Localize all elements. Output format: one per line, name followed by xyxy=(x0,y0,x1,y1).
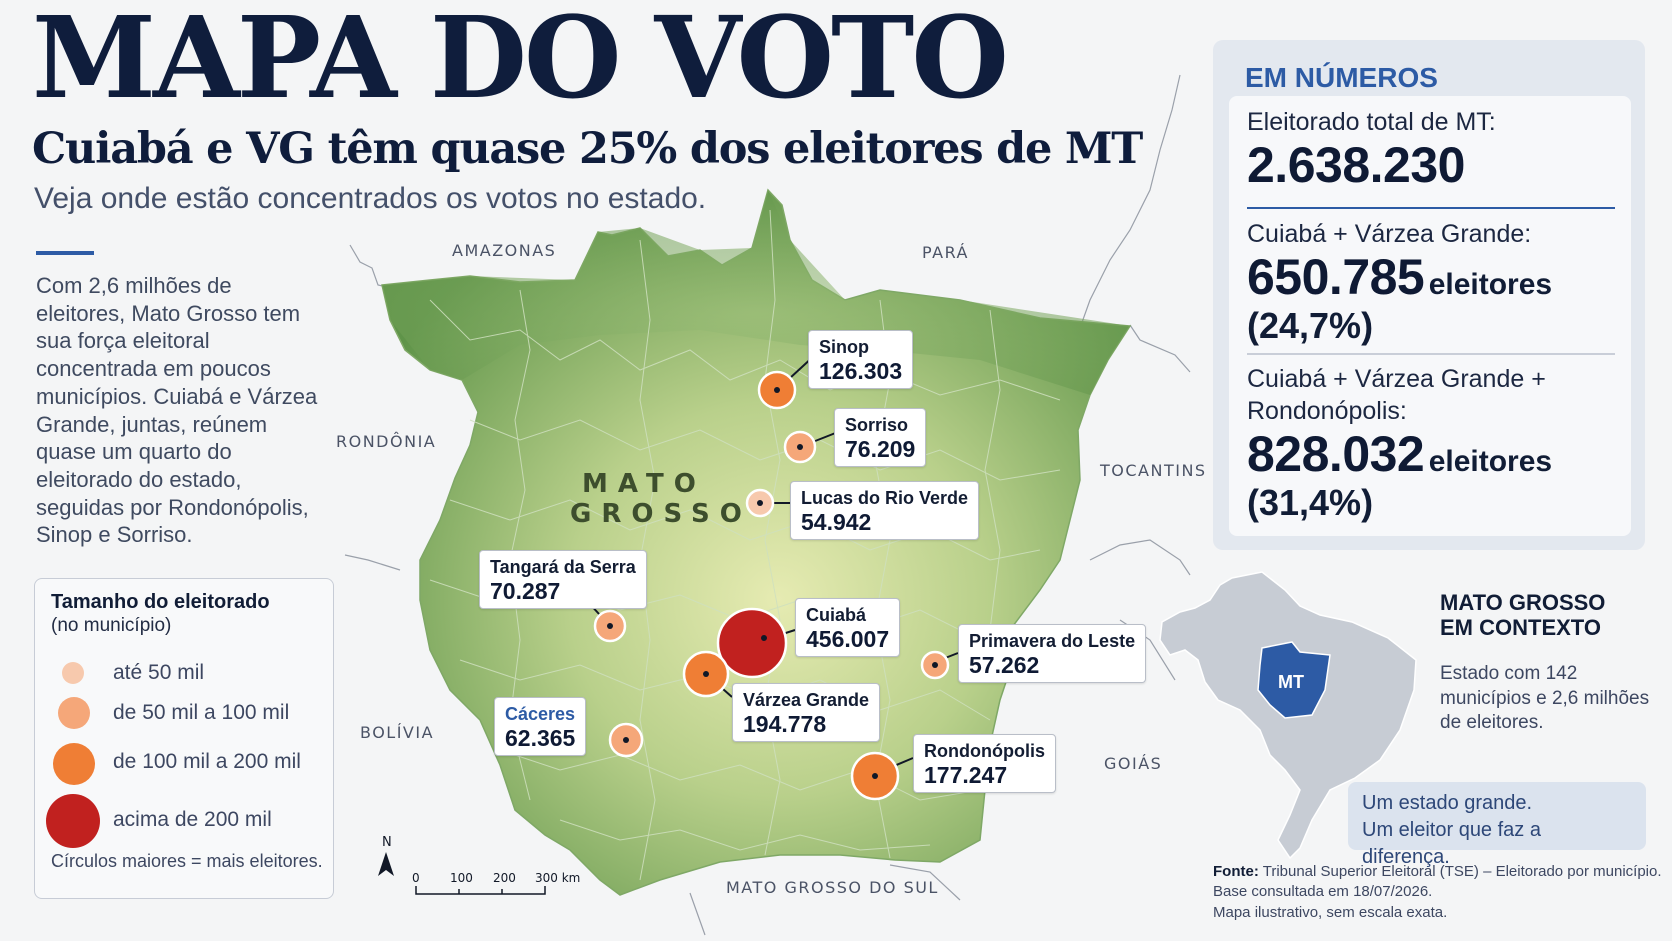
label-rondonia: RONDÔNIA xyxy=(336,432,436,451)
numbers-heading: EM NÚMEROS xyxy=(1245,62,1438,93)
state-label-line2: GROSSO xyxy=(570,499,752,529)
city-name: Rondonópolis xyxy=(924,741,1045,761)
legend-label: até 50 mil xyxy=(113,661,205,684)
source-note: Fonte: Tribunal Superior Eleitoral (TSE)… xyxy=(1213,862,1663,923)
north-arrow-icon: N xyxy=(378,835,394,876)
stat-total: Eleitorado total de MT: 2.638.230 xyxy=(1247,106,1627,193)
stat-three-label-1: Cuiabá + Várzea Grande + xyxy=(1247,365,1546,393)
stat-three-suffix: eleitores xyxy=(1428,445,1553,478)
city-name: Várzea Grande xyxy=(743,690,870,710)
accent-rule xyxy=(36,251,94,255)
tagline-box: Um estado grande. Um eleitor que faz a d… xyxy=(1348,782,1646,868)
context-title-line1: MATO GROSSO xyxy=(1440,590,1606,615)
municipal-boundaries xyxy=(429,209,1061,881)
city-value: 76.209 xyxy=(845,435,916,462)
tagline-line2: Um eleitor que faz a diferença. xyxy=(1362,819,1541,868)
callout-sorriso: Sorriso 76.209 xyxy=(834,408,927,468)
stat-three-value: 828.032 xyxy=(1247,426,1425,482)
city-value: 194.778 xyxy=(743,710,827,737)
city-value: 456.007 xyxy=(806,625,890,652)
city-value: 57.262 xyxy=(969,651,1040,678)
mini-map-mt-label: MT xyxy=(1278,672,1304,692)
stat-cuiaba-vg: Cuiabá + Várzea Grande: 650.785 eleitore… xyxy=(1247,218,1627,346)
label-goias: GOIÁS xyxy=(1104,754,1162,773)
city-value: 62.365 xyxy=(505,724,576,751)
scale-bar: 0 100 200 300 km xyxy=(412,871,580,895)
tagline-line1: Um estado grande. xyxy=(1362,792,1533,814)
size-legend: Tamanho do eleitorado (no município) até… xyxy=(34,578,334,899)
intro-text: Com 2,6 milhões de eleitores, Mato Gross… xyxy=(36,273,318,548)
scale-tick-100: 100 xyxy=(450,871,473,885)
label-para: PARÁ xyxy=(922,243,969,262)
callout-cuiaba: Cuiabá 456.007 xyxy=(795,598,901,658)
stat-divider xyxy=(1247,207,1615,209)
city-value: 54.942 xyxy=(801,508,872,535)
stat-total-label: Eleitorado total de MT: xyxy=(1247,108,1496,136)
scale-tick-0: 0 xyxy=(412,871,420,885)
stat-cuiaba-vg-value: 650.785 xyxy=(1247,249,1425,305)
scale-tick-200: 200 xyxy=(493,871,516,885)
city-name: Sorriso xyxy=(845,415,909,435)
stat-cuiaba-vg-label: Cuiabá + Várzea Grande: xyxy=(1247,220,1532,248)
city-dot-cuiaba xyxy=(716,607,788,679)
legend-dot-large xyxy=(53,743,95,785)
label-tocantins: TOCANTINS xyxy=(1099,461,1207,480)
callout-tangara: Tangará da Serra 70.287 xyxy=(479,550,647,610)
page-title: MAPA DO VOTO xyxy=(32,0,1009,124)
stat-total-value: 2.638.230 xyxy=(1247,137,1465,193)
city-value: 70.287 xyxy=(490,577,561,604)
stat-three-pct: (31,4%) xyxy=(1247,482,1374,523)
source-label: Fonte: xyxy=(1213,863,1259,880)
north-label: N xyxy=(382,835,392,850)
state-label-line1: MATO xyxy=(582,469,706,499)
stat-cuiaba-vg-suffix: eleitores xyxy=(1428,268,1553,301)
callout-primavera: Primavera do Leste 57.262 xyxy=(958,624,1147,684)
legend-dot-medium xyxy=(58,697,90,729)
context-title-line2: EM CONTEXTO xyxy=(1440,615,1601,641)
callout-rondonopolis: Rondonópolis 177.247 xyxy=(913,734,1056,794)
brazil-mini-map: MT xyxy=(1159,571,1417,860)
legend-dot-small xyxy=(62,662,84,684)
legend-label: acima de 200 mil xyxy=(113,808,272,831)
legend-dot-xlarge xyxy=(46,794,100,848)
stat-cuiaba-vg-pct: (24,7%) xyxy=(1247,305,1374,346)
mt-highlight xyxy=(1257,641,1331,719)
legend-subtitle: (no município) xyxy=(51,615,172,636)
stat-divider xyxy=(1247,353,1615,355)
northern-forest-band xyxy=(382,190,1130,395)
callout-caceres: Cáceres 62.365 xyxy=(494,697,587,757)
city-name: Tangará da Serra xyxy=(490,557,636,577)
context-title: MATO GROSSO EM CONTEXTO xyxy=(1440,590,1605,641)
callout-varzea-grande: Várzea Grande 194.778 xyxy=(732,683,881,743)
context-text: Estado com 142 municípios e 2,6 milhões … xyxy=(1440,663,1650,734)
source-line2: Base consultada em 18/07/2026. xyxy=(1213,883,1433,901)
stat-three-label-2: Rondonópolis: xyxy=(1247,397,1407,425)
legend-footnote: Círculos maiores = mais eleitores. xyxy=(51,851,323,871)
source-text: Tribunal Superior Eleitoral (TSE) – Elei… xyxy=(1258,863,1662,880)
label-amazonas: AMAZONAS xyxy=(452,241,556,260)
city-name: Cuiabá xyxy=(806,605,867,625)
numbers-card xyxy=(1229,96,1631,536)
city-name: Lucas do Rio Verde xyxy=(801,488,969,508)
city-name: Primavera do Leste xyxy=(969,631,1136,651)
legend-label: de 50 mil a 100 mil xyxy=(113,701,290,724)
numbers-panel: EM NÚMEROS Eleitorado total de MT: 2.638… xyxy=(1213,40,1645,550)
legend-title: Tamanho do eleitorado xyxy=(51,591,270,613)
page-subtitle: Cuiabá e VG têm quase 25% dos eleitores … xyxy=(32,124,1143,174)
callout-lucas: Lucas do Rio Verde 54.942 xyxy=(790,481,980,541)
scale-tick-300: 300 km xyxy=(535,871,580,885)
city-name: Sinop xyxy=(819,337,869,357)
stat-cuiaba-vg-roo: Cuiabá + Várzea Grande + Rondonópolis: 8… xyxy=(1247,363,1627,523)
leader-ends xyxy=(607,387,938,779)
city-name: Cáceres xyxy=(505,704,576,724)
callout-sinop: Sinop 126.303 xyxy=(808,330,914,390)
label-mato-grosso-do-sul: MATO GROSSO DO SUL xyxy=(726,878,939,897)
label-bolivia: BOLÍVIA xyxy=(360,723,434,742)
source-line3: Mapa ilustrativo, sem escala exata. xyxy=(1213,903,1448,921)
city-value: 177.247 xyxy=(924,761,1008,788)
page-deck: Veja onde estão concentrados os votos no… xyxy=(34,182,707,215)
legend-label: de 100 mil a 200 mil xyxy=(113,750,301,773)
city-value: 126.303 xyxy=(819,357,903,384)
